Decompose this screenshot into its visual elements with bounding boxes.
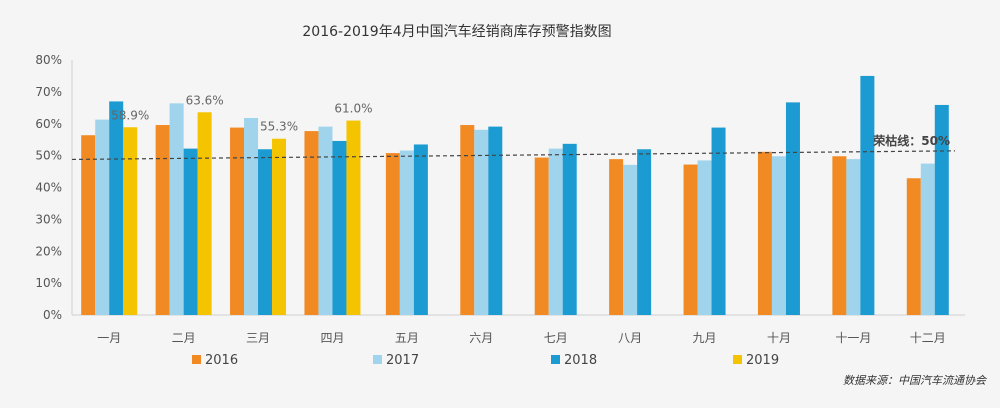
bar-2017-8 [623,164,638,315]
x-tick-label: 四月 [320,331,344,345]
y-tick-label: 40% [35,181,62,195]
bar-2017-12 [920,163,935,315]
bar-2017-7 [548,148,563,315]
bar-2016-10 [757,151,772,315]
bar-2017-3 [244,118,259,315]
bar-2018-12 [934,104,949,315]
threshold-label: 荣枯线：50% [872,133,950,148]
data-label: 61.0% [334,102,372,116]
bar-2017-5 [399,150,414,315]
bar-2018-10 [785,102,800,315]
legend-swatch-2018 [551,355,560,364]
bar-2018-1 [109,101,124,315]
x-tick-label: 二月 [172,331,196,345]
bar-2019-3 [272,138,287,315]
threshold-line [71,150,956,161]
bar-2016-8 [609,159,624,315]
bar-2018-9 [711,127,726,315]
x-tick-label: 十一月 [835,331,871,345]
y-tick-label: 30% [35,212,62,226]
bar-2018-4 [332,140,347,315]
legend-label-2017: 2017 [386,353,419,368]
y-tick-label: 60% [35,117,62,131]
x-tick-label: 一月 [97,331,121,345]
bar-2016-9 [683,164,698,315]
bar-2016-6 [460,125,475,316]
legend: 2016 2017 2018 2019 [192,353,779,368]
bar-2016-11 [832,156,847,315]
bar-2018-5 [413,144,428,315]
legend-swatch-2016 [192,355,201,364]
bar-2019-2 [197,112,212,316]
bar-2018-3 [258,149,273,315]
x-tick-label: 八月 [618,331,642,345]
y-tick-label: 80% [35,53,62,67]
bar-2019-1 [123,127,138,315]
bar-2018-7 [562,143,577,315]
legend-label-2019: 2019 [746,353,779,368]
legend-swatch-2019 [733,355,742,364]
bar-2016-7 [534,157,549,315]
bar-2017-1 [95,119,110,315]
bar-2017-4 [318,126,333,316]
data-label: 55.3% [260,120,298,134]
y-tick-label: 20% [35,244,62,258]
legend-label-2018: 2018 [564,353,597,368]
bar-2017-9 [697,160,712,315]
data-label: 63.6% [186,93,224,107]
legend-label-2016: 2016 [205,353,238,368]
x-tick-label: 七月 [544,331,568,345]
data-label: 58.9% [111,108,149,122]
bar-2016-12 [906,178,921,315]
legend-swatch-2017 [373,355,382,364]
y-tick-label: 0% [43,308,62,322]
bar-2018-6 [488,126,503,316]
y-tick-labels: 0% 10% 20% 30% 40% 50% 60% 70% 80% [35,53,62,322]
bar-2016-5 [385,153,400,315]
x-tick-label: 十二月 [910,331,946,345]
bar-2019-4 [346,120,361,315]
x-tick-label: 三月 [246,331,270,345]
reference-line: 荣枯线：50% [71,133,956,161]
bar-2017-6 [474,129,489,315]
bar-2017-10 [771,156,786,315]
bar-2016-2 [155,125,170,316]
bar-2016-4 [304,131,319,315]
bar-2018-2 [183,148,198,315]
bar-2016-1 [81,135,96,315]
y-tick-label: 10% [35,276,62,290]
bar-2017-2 [169,103,184,315]
data-labels: 58.9% 63.6% 55.3% 61.0% [111,93,372,133]
bar-2016-3 [230,127,245,315]
source-note: 数据来源：中国汽车流通协会 [843,374,987,387]
x-tick-labels: 一月 二月 三月 四月 五月 六月 七月 八月 九月 十月 十一月 十二月 [97,331,946,345]
bar-2017-11 [846,159,861,315]
chart-title: 2016-2019年4月中国汽车经销商库存预警指数图 [302,23,611,40]
bars [81,75,949,316]
y-tick-label: 50% [35,149,62,163]
bar-2018-11 [860,75,875,315]
y-tick-label: 70% [35,85,62,99]
x-tick-label: 九月 [693,331,717,345]
x-tick-label: 五月 [395,331,419,345]
x-tick-label: 十月 [767,331,791,345]
bar-2018-8 [637,149,652,315]
x-tick-label: 六月 [469,331,493,345]
